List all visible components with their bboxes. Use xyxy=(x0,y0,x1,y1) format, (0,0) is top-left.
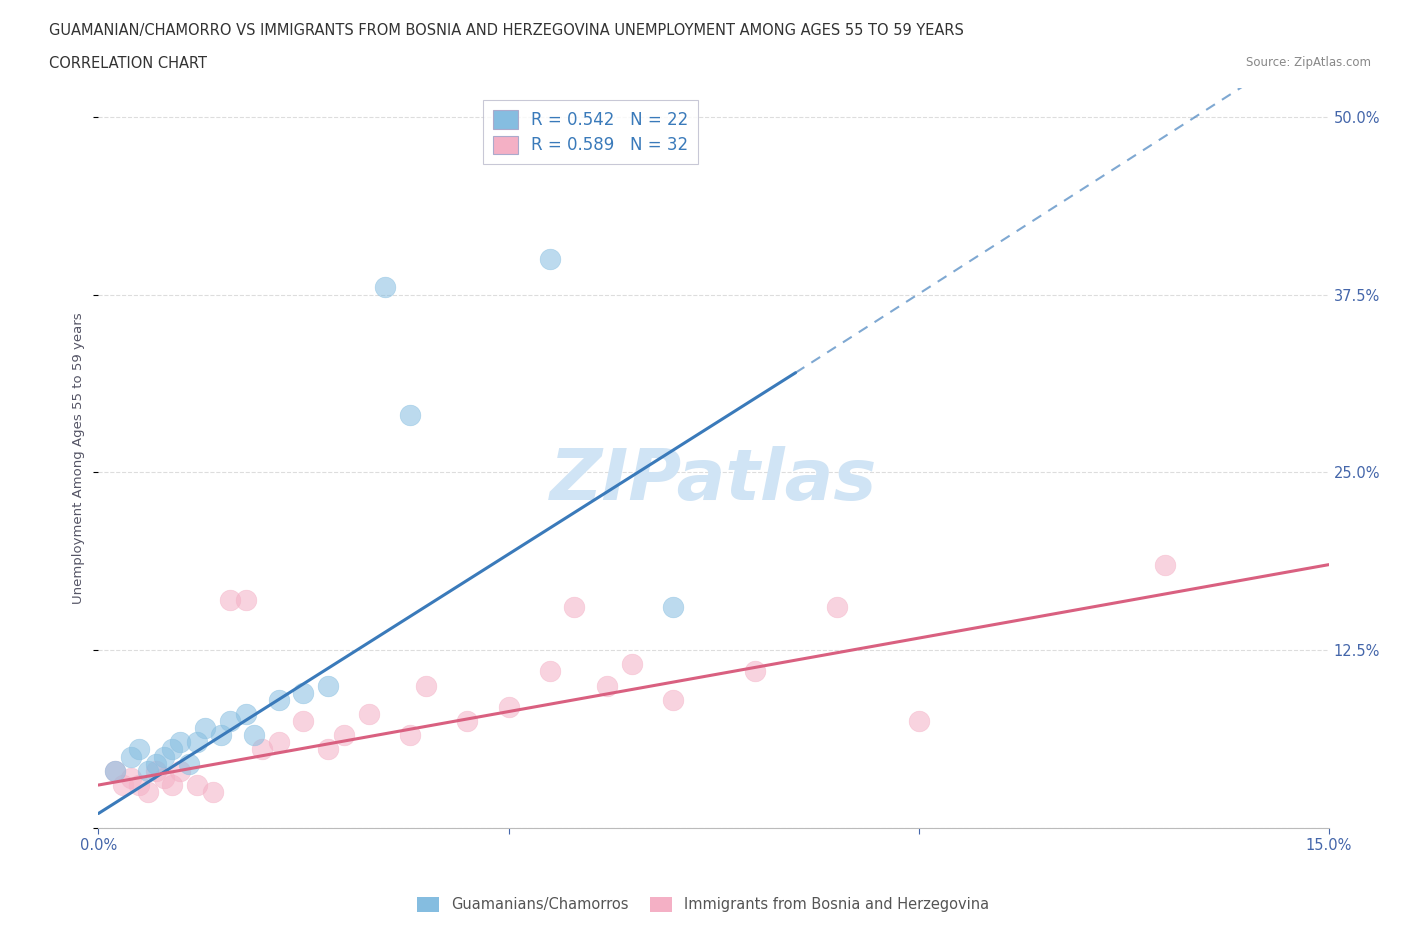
Point xyxy=(128,777,150,792)
Point xyxy=(620,657,643,671)
Point xyxy=(145,756,167,771)
Text: CORRELATION CHART: CORRELATION CHART xyxy=(49,56,207,71)
Point xyxy=(252,742,274,757)
Point xyxy=(498,699,520,714)
Point xyxy=(120,770,142,785)
Text: GUAMANIAN/CHAMORRO VS IMMIGRANTS FROM BOSNIA AND HERZEGOVINA UNEMPLOYMENT AMONG : GUAMANIAN/CHAMORRO VS IMMIGRANTS FROM BO… xyxy=(49,23,965,38)
Point xyxy=(186,735,208,750)
Point xyxy=(562,600,585,615)
Point xyxy=(316,678,339,693)
Point xyxy=(112,777,135,792)
Point xyxy=(128,742,150,757)
Point xyxy=(211,728,233,743)
Point xyxy=(415,678,437,693)
Point xyxy=(661,600,683,615)
Text: ZIPatlas: ZIPatlas xyxy=(550,445,877,514)
Y-axis label: Unemployment Among Ages 55 to 59 years: Unemployment Among Ages 55 to 59 years xyxy=(72,312,86,604)
Point xyxy=(596,678,619,693)
Point xyxy=(194,721,217,736)
Point xyxy=(243,728,266,743)
Point xyxy=(292,713,315,728)
Point xyxy=(399,408,422,423)
Point xyxy=(169,735,191,750)
Point xyxy=(457,713,479,728)
Text: Source: ZipAtlas.com: Source: ZipAtlas.com xyxy=(1246,56,1371,69)
Point xyxy=(104,764,127,778)
Point xyxy=(538,251,561,266)
Legend: Guamanians/Chamorros, Immigrants from Bosnia and Herzegovina: Guamanians/Chamorros, Immigrants from Bo… xyxy=(412,891,994,918)
Point xyxy=(177,756,200,771)
Point xyxy=(1153,557,1175,572)
Point xyxy=(136,764,159,778)
Point xyxy=(374,280,396,295)
Point xyxy=(744,664,766,679)
Point xyxy=(153,770,176,785)
Point xyxy=(120,750,142,764)
Point xyxy=(399,728,422,743)
Point xyxy=(538,664,561,679)
Point xyxy=(825,600,848,615)
Point xyxy=(292,685,315,700)
Point xyxy=(359,707,381,722)
Point xyxy=(186,777,208,792)
Point xyxy=(267,735,290,750)
Point xyxy=(104,764,127,778)
Point xyxy=(333,728,356,743)
Point xyxy=(162,777,184,792)
Point xyxy=(202,785,225,800)
Point xyxy=(218,713,240,728)
Point xyxy=(145,764,167,778)
Point xyxy=(169,764,191,778)
Point xyxy=(267,692,290,707)
Point xyxy=(136,785,159,800)
Point xyxy=(316,742,339,757)
Point xyxy=(153,750,176,764)
Point xyxy=(218,592,240,607)
Point xyxy=(235,707,257,722)
Point xyxy=(907,713,929,728)
Point xyxy=(162,742,184,757)
Legend: R = 0.542   N = 22, R = 0.589   N = 32: R = 0.542 N = 22, R = 0.589 N = 32 xyxy=(482,100,699,165)
Point xyxy=(235,592,257,607)
Point xyxy=(661,692,683,707)
